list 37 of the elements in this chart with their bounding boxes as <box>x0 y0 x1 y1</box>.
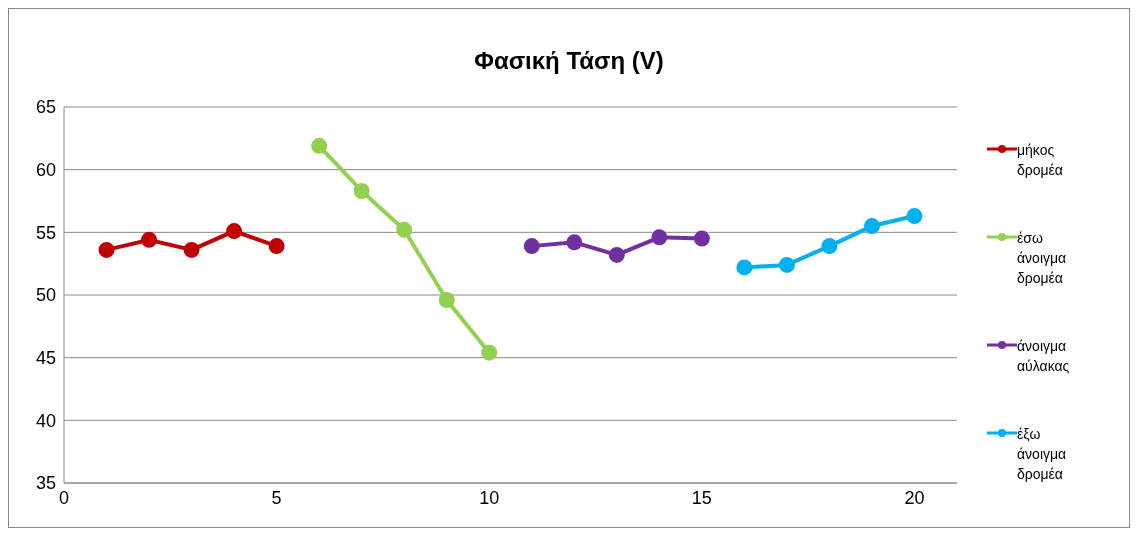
point <box>863 218 880 235</box>
legend-label: μήκος δρομέα <box>1017 141 1064 180</box>
chart-title: Φασική Τάση (V) <box>473 46 665 76</box>
x-tick-label: 5 <box>271 487 282 508</box>
point <box>226 223 243 240</box>
point <box>608 246 625 263</box>
point <box>821 238 838 255</box>
point <box>736 259 753 276</box>
point <box>396 221 413 238</box>
y-tick-label: 50 <box>35 285 56 306</box>
x-tick-label: 0 <box>58 487 70 508</box>
point <box>353 182 370 199</box>
y-tick-label: 45 <box>35 348 56 369</box>
point <box>268 238 285 255</box>
y-tick-label: 35 <box>35 473 56 494</box>
point <box>141 231 158 248</box>
point <box>523 238 540 255</box>
x-tick-label: 15 <box>691 487 712 508</box>
y-tick-label: 60 <box>35 160 56 181</box>
point <box>778 256 795 273</box>
point <box>98 241 115 258</box>
y-tick-label: 65 <box>35 97 56 118</box>
point <box>693 230 710 247</box>
point <box>481 344 498 361</box>
point <box>651 229 668 246</box>
legend-label: άνοιγμα αύλακας <box>1017 337 1071 376</box>
legend-label: έσω άνοιγμα δρομέα <box>1017 229 1068 288</box>
x-tick-label: 10 <box>479 487 500 508</box>
point <box>566 234 583 251</box>
point <box>906 208 923 225</box>
point <box>311 137 328 154</box>
point <box>438 292 455 309</box>
y-tick-label: 40 <box>35 410 56 431</box>
legend-label: έξω άνοιγμα δρομέα <box>1017 425 1068 484</box>
y-tick-label: 55 <box>35 222 56 243</box>
x-tick-label: 20 <box>904 487 925 508</box>
point <box>183 241 200 258</box>
